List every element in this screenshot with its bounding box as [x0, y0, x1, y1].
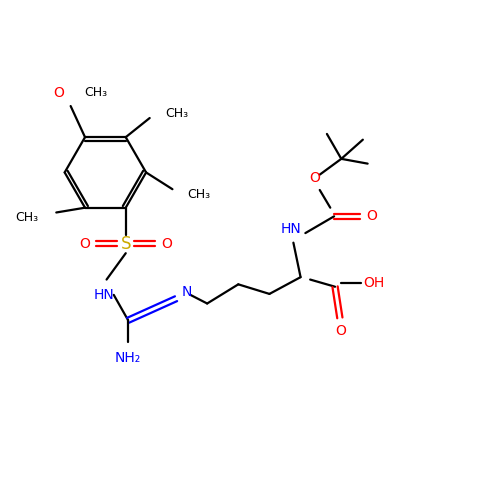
Text: O: O	[161, 237, 172, 251]
Text: CH₃: CH₃	[15, 211, 38, 224]
Text: O: O	[366, 209, 377, 223]
Text: O: O	[80, 237, 91, 251]
Text: CH₃: CH₃	[187, 188, 210, 202]
Text: S: S	[121, 235, 131, 252]
Text: O: O	[309, 171, 320, 185]
Text: O: O	[335, 324, 346, 338]
Text: NH₂: NH₂	[115, 351, 141, 365]
Text: CH₃: CH₃	[84, 86, 107, 99]
Text: N: N	[182, 285, 192, 298]
Text: OH: OH	[364, 276, 385, 290]
Text: CH₃: CH₃	[165, 107, 188, 120]
Text: HN: HN	[281, 222, 301, 236]
Text: O: O	[53, 86, 64, 100]
Text: HN: HN	[94, 288, 114, 302]
